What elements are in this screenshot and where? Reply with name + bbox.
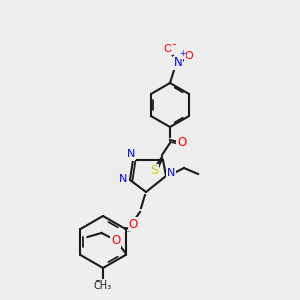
Text: -: - [171, 39, 175, 49]
Text: O: O [176, 136, 186, 149]
Text: S: S [150, 164, 158, 178]
Text: O: O [184, 52, 194, 62]
Text: CH₃: CH₃ [94, 280, 112, 290]
Text: O: O [164, 44, 172, 54]
Text: O: O [177, 136, 187, 148]
Text: N: N [127, 149, 135, 159]
Text: +: + [178, 49, 186, 58]
Text: N: N [174, 56, 182, 70]
Text: O: O [128, 218, 138, 230]
Text: O: O [128, 218, 138, 230]
Text: N: N [174, 56, 182, 70]
Text: N: N [120, 175, 128, 185]
Text: S: S [150, 164, 158, 178]
Text: O: O [128, 218, 138, 230]
Text: -: - [172, 38, 176, 52]
Text: CH₃: CH₃ [94, 281, 112, 291]
Text: N: N [167, 168, 175, 178]
Text: O: O [111, 235, 120, 248]
Text: N: N [127, 150, 135, 160]
Text: +: + [179, 50, 185, 58]
Text: O: O [111, 235, 120, 248]
Text: ethoxy: ethoxy [127, 230, 132, 232]
Text: O: O [184, 51, 194, 61]
Text: N: N [119, 174, 127, 184]
Text: O: O [164, 44, 172, 54]
Text: N: N [167, 169, 175, 179]
